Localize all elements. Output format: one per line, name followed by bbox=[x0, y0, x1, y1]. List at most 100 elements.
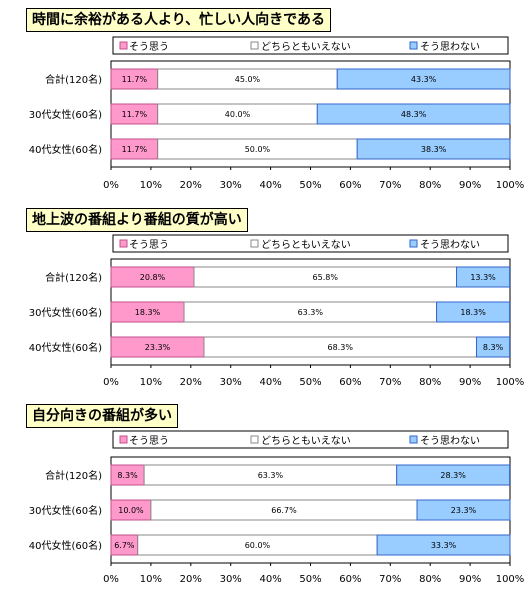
category-label: 合計(120名) bbox=[45, 469, 102, 482]
x-tick-label: 30% bbox=[220, 377, 242, 388]
data-label: 11.7% bbox=[122, 75, 148, 84]
legend-swatch bbox=[119, 435, 128, 444]
x-tick-label: 20% bbox=[180, 377, 202, 388]
data-label: 18.3% bbox=[135, 308, 161, 317]
data-label: 65.8% bbox=[313, 273, 339, 282]
x-tick-label: 80% bbox=[419, 377, 441, 388]
data-label: 10.0% bbox=[118, 506, 144, 515]
x-tick-label: 50% bbox=[299, 574, 321, 585]
x-tick-label: 50% bbox=[299, 377, 321, 388]
data-label: 23.3% bbox=[451, 506, 477, 515]
x-tick-label: 90% bbox=[459, 180, 481, 191]
x-tick-label: 70% bbox=[379, 574, 401, 585]
category-label: 30代女性(60名) bbox=[29, 306, 102, 319]
category-label: 40代女性(60名) bbox=[29, 341, 102, 354]
legend-label: そう思わない bbox=[420, 41, 480, 53]
x-tick-label: 90% bbox=[459, 574, 481, 585]
data-label: 6.7% bbox=[114, 541, 135, 550]
bar-segment bbox=[416, 499, 511, 521]
x-tick-label: 40% bbox=[259, 574, 281, 585]
category-label: 30代女性(60名) bbox=[29, 504, 102, 517]
legend-label: そう思う bbox=[129, 435, 169, 447]
bar-segment bbox=[456, 266, 511, 288]
data-label: 40.0% bbox=[225, 110, 251, 119]
data-label: 8.3% bbox=[117, 471, 138, 480]
x-tick-label: 30% bbox=[220, 180, 242, 191]
x-tick-label: 60% bbox=[339, 180, 361, 191]
x-tick-label: 30% bbox=[220, 574, 242, 585]
data-label: 63.3% bbox=[258, 471, 284, 480]
category-label: 40代女性(60名) bbox=[29, 539, 102, 552]
data-label: 38.3% bbox=[421, 145, 447, 154]
x-tick-label: 0% bbox=[103, 377, 119, 388]
legend-label: そう思わない bbox=[420, 239, 480, 251]
x-tick-label: 10% bbox=[140, 180, 162, 191]
category-label: 合計(120名) bbox=[45, 271, 102, 284]
data-label: 8.3% bbox=[483, 343, 504, 352]
x-tick-label: 70% bbox=[379, 180, 401, 191]
data-label: 13.3% bbox=[470, 273, 496, 282]
data-label: 68.3% bbox=[328, 343, 354, 352]
chart-title-2: 地上波の番組より番組の質が高い bbox=[26, 208, 248, 232]
legend-label: どちらともいえない bbox=[261, 435, 351, 447]
data-label: 60.0% bbox=[245, 541, 271, 550]
x-tick-label: 60% bbox=[339, 574, 361, 585]
x-tick-label: 100% bbox=[496, 180, 525, 191]
data-label: 11.7% bbox=[122, 145, 148, 154]
x-tick-label: 90% bbox=[459, 377, 481, 388]
legend-swatch bbox=[250, 435, 259, 444]
legend-swatch bbox=[119, 41, 128, 50]
legend-box bbox=[112, 234, 509, 253]
x-tick-label: 10% bbox=[140, 377, 162, 388]
data-label: 66.7% bbox=[271, 506, 297, 515]
data-label: 45.0% bbox=[235, 75, 261, 84]
chart-title-3: 自分向きの番組が多い bbox=[26, 404, 178, 428]
data-label: 48.3% bbox=[401, 110, 427, 119]
x-tick-label: 40% bbox=[259, 180, 281, 191]
legend-swatch bbox=[119, 239, 128, 248]
data-label: 43.3% bbox=[411, 75, 437, 84]
x-tick-label: 80% bbox=[419, 574, 441, 585]
legend-label: どちらともいえない bbox=[261, 239, 351, 251]
bar-segment bbox=[376, 534, 511, 556]
bar-segment bbox=[316, 103, 511, 125]
bar-segment bbox=[336, 68, 511, 90]
data-label: 63.3% bbox=[298, 308, 324, 317]
x-tick-label: 80% bbox=[419, 180, 441, 191]
x-tick-label: 60% bbox=[339, 377, 361, 388]
legend-label: そう思う bbox=[129, 239, 169, 251]
legend-swatch bbox=[250, 41, 259, 50]
bar-segment bbox=[475, 336, 511, 358]
legend-box bbox=[112, 36, 509, 55]
legend-swatch bbox=[409, 435, 418, 444]
legend-label: そう思う bbox=[129, 41, 169, 53]
x-tick-label: 100% bbox=[496, 377, 525, 388]
category-label: 40代女性(60名) bbox=[29, 143, 102, 156]
legend-box bbox=[112, 430, 509, 449]
data-label: 23.3% bbox=[145, 343, 171, 352]
legend-swatch bbox=[250, 239, 259, 248]
x-tick-label: 0% bbox=[103, 574, 119, 585]
bar-segment bbox=[436, 301, 511, 323]
x-tick-label: 10% bbox=[140, 574, 162, 585]
legend-swatch bbox=[409, 239, 418, 248]
x-tick-label: 70% bbox=[379, 377, 401, 388]
data-label: 28.3% bbox=[440, 471, 466, 480]
legend-label: そう思わない bbox=[420, 435, 480, 447]
category-label: 合計(120名) bbox=[45, 73, 102, 86]
data-label: 20.8% bbox=[140, 273, 166, 282]
x-tick-label: 50% bbox=[299, 180, 321, 191]
legend-label: どちらともいえない bbox=[261, 41, 351, 53]
data-label: 50.0% bbox=[245, 145, 271, 154]
x-tick-label: 20% bbox=[180, 180, 202, 191]
x-tick-label: 100% bbox=[496, 574, 525, 585]
x-tick-label: 20% bbox=[180, 574, 202, 585]
category-label: 30代女性(60名) bbox=[29, 108, 102, 121]
chart-title-1: 時間に余裕がある人より、忙しい人向きである bbox=[26, 8, 332, 32]
data-label: 33.3% bbox=[431, 541, 457, 550]
x-tick-label: 40% bbox=[259, 377, 281, 388]
x-tick-label: 0% bbox=[103, 180, 119, 191]
data-label: 11.7% bbox=[122, 110, 148, 119]
data-label: 18.3% bbox=[460, 308, 486, 317]
